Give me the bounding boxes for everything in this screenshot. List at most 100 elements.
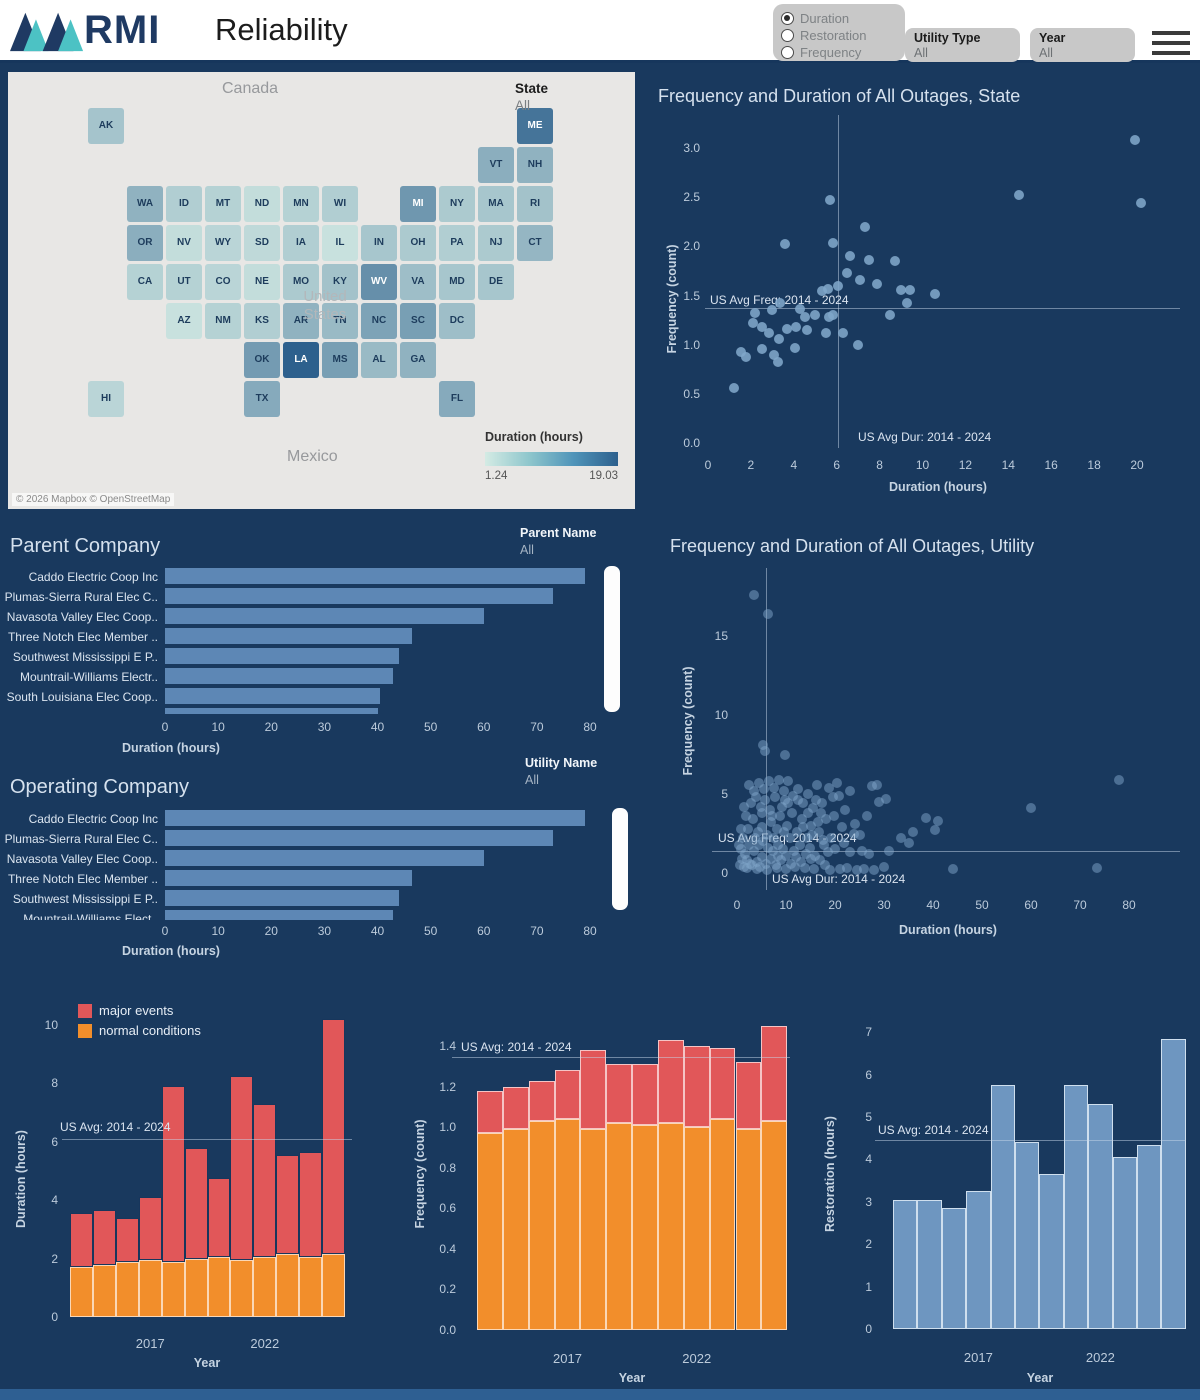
bar-segment-normal[interactable] <box>683 1127 710 1330</box>
scatter-point[interactable] <box>782 323 793 334</box>
year-filter[interactable]: Year All <box>1030 28 1135 62</box>
scatter-point[interactable] <box>896 833 907 844</box>
state-tile-OH[interactable]: OH <box>400 225 436 261</box>
bar-segment-normal[interactable] <box>184 1258 208 1317</box>
state-tile-WV[interactable]: WV <box>361 264 397 300</box>
scatter-point[interactable] <box>864 849 875 860</box>
scatter-point[interactable] <box>833 790 844 801</box>
scatter-point[interactable] <box>764 327 775 338</box>
scatter-point[interactable] <box>811 795 822 806</box>
scatter-point[interactable] <box>817 798 828 809</box>
scatter-point[interactable] <box>790 852 801 863</box>
state-tile-KY[interactable]: KY <box>322 264 358 300</box>
state-tile-WY[interactable]: WY <box>205 225 241 261</box>
state-tile-ME[interactable]: ME <box>517 108 553 144</box>
bar-segment-normal[interactable] <box>207 1257 231 1317</box>
scatter-point[interactable] <box>1014 190 1025 201</box>
bar[interactable] <box>990 1085 1015 1329</box>
state-tile-ND[interactable]: ND <box>244 186 280 222</box>
radio-option-restoration[interactable]: Restoration <box>781 27 866 44</box>
utility-name-filter[interactable]: Utility Name All <box>525 756 597 787</box>
scatter-point[interactable] <box>810 310 821 321</box>
scatter-point[interactable] <box>749 833 760 844</box>
scatter-point[interactable] <box>828 310 839 321</box>
state-tile-GA[interactable]: GA <box>400 342 436 378</box>
scatter-point[interactable] <box>837 822 848 833</box>
scatter-point[interactable] <box>765 817 776 828</box>
state-tile-IL[interactable]: IL <box>322 225 358 261</box>
scatter-point[interactable] <box>767 305 778 316</box>
state-tile-MI[interactable]: MI <box>400 186 436 222</box>
scatter-point[interactable] <box>769 349 780 360</box>
bar[interactable] <box>165 628 413 644</box>
scatter-point[interactable] <box>842 863 853 874</box>
scatter-point[interactable] <box>752 826 763 837</box>
scatter-point[interactable] <box>771 863 782 874</box>
scatter-point[interactable] <box>838 837 849 848</box>
scatter-point[interactable] <box>1092 863 1103 874</box>
state-tile-AR[interactable]: AR <box>283 303 319 339</box>
scatter-point[interactable] <box>758 836 769 847</box>
utility-type-filter[interactable]: Utility Type All <box>905 28 1020 62</box>
bar[interactable] <box>165 850 484 866</box>
parent-company-scrollbar[interactable] <box>604 566 620 712</box>
scatter-point[interactable] <box>869 864 880 875</box>
state-tile-NM[interactable]: NM <box>205 303 241 339</box>
bar-segment-major[interactable] <box>761 1025 788 1122</box>
scatter-point[interactable] <box>763 776 774 787</box>
scatter-point[interactable] <box>780 239 791 250</box>
scatter-point[interactable] <box>823 283 834 294</box>
scatter-point[interactable] <box>889 256 900 267</box>
scatter-point[interactable] <box>830 844 840 855</box>
bar-segment-major[interactable] <box>92 1210 116 1265</box>
bar-segment-normal[interactable] <box>528 1121 555 1330</box>
scatter-point[interactable] <box>839 804 850 815</box>
bar-segment-normal[interactable] <box>502 1129 529 1330</box>
bar-segment-major[interactable] <box>322 1019 346 1255</box>
state-tile-KS[interactable]: KS <box>244 303 280 339</box>
scatter-point[interactable] <box>728 382 739 393</box>
bar-segment-normal[interactable] <box>761 1121 788 1330</box>
scatter-point[interactable] <box>791 826 802 837</box>
scatter-point[interactable] <box>750 792 761 803</box>
state-tile-MA[interactable]: MA <box>478 186 514 222</box>
bar-segment-normal[interactable] <box>657 1123 684 1330</box>
scatter-point[interactable] <box>832 280 843 291</box>
bar-segment-major[interactable] <box>735 1062 762 1130</box>
state-tile-CO[interactable]: CO <box>205 264 241 300</box>
scatter-point[interactable] <box>772 850 783 861</box>
bar[interactable] <box>165 910 394 920</box>
scatter-point[interactable] <box>784 833 795 844</box>
radio-unselected-icon[interactable] <box>781 29 794 42</box>
bar-segment-major[interactable] <box>115 1217 139 1262</box>
scatter-point[interactable] <box>775 811 786 822</box>
state-tile-OR[interactable]: OR <box>127 225 163 261</box>
scatter-point[interactable] <box>782 798 793 809</box>
bar-segment-major[interactable] <box>207 1178 231 1258</box>
state-tile-WA[interactable]: WA <box>127 186 163 222</box>
state-tile-LA[interactable]: LA <box>283 342 319 378</box>
state-tile-NH[interactable]: NH <box>517 147 553 183</box>
scatter-point[interactable] <box>879 862 889 873</box>
state-tile-NV[interactable]: NV <box>166 225 202 261</box>
bar-segment-normal[interactable] <box>322 1254 346 1317</box>
scatter-point[interactable] <box>932 815 943 826</box>
scatter-point[interactable] <box>819 839 830 850</box>
state-tile-MN[interactable]: MN <box>283 186 319 222</box>
state-tile-NE[interactable]: NE <box>244 264 280 300</box>
radio-selected-icon[interactable] <box>781 12 794 25</box>
bar-segment-major[interactable] <box>683 1046 710 1128</box>
bar-segment-major[interactable] <box>299 1152 323 1258</box>
scatter-point[interactable] <box>807 803 818 814</box>
scatter-point[interactable] <box>786 807 797 818</box>
scatter-point[interactable] <box>778 844 789 855</box>
bar-segment-major[interactable] <box>184 1147 208 1259</box>
state-tile-AZ[interactable]: AZ <box>166 303 202 339</box>
scatter-point[interactable] <box>789 342 800 353</box>
radio-option-frequency[interactable]: Frequency <box>781 44 861 61</box>
state-tile-OK[interactable]: OK <box>244 342 280 378</box>
scatter-point[interactable] <box>770 792 781 803</box>
state-tile-MO[interactable]: MO <box>283 264 319 300</box>
scatter-point[interactable] <box>778 785 789 796</box>
scatter-point[interactable] <box>802 807 813 818</box>
